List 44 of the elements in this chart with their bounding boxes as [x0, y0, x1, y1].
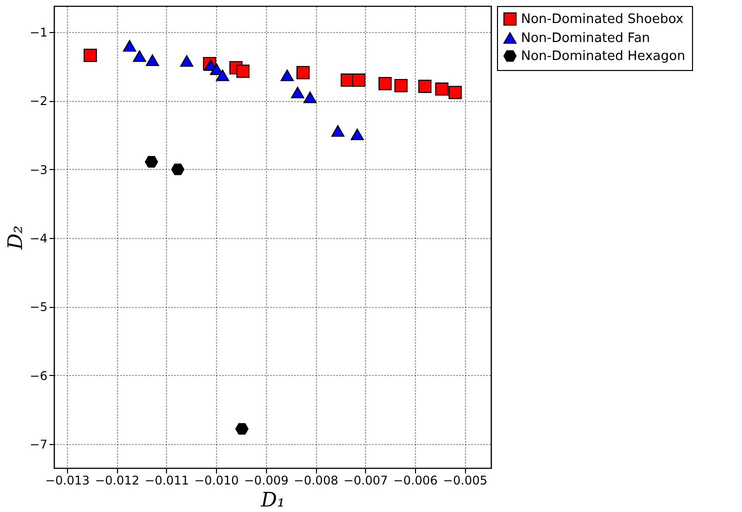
point [394, 79, 408, 92]
x-tick-label: −0.011 [144, 474, 190, 488]
point [296, 66, 310, 80]
y-tick-label: −6 [30, 368, 48, 383]
legend-label: Non-Dominated Fan [521, 31, 650, 46]
point [280, 70, 294, 82]
y-tick-label: −3 [30, 162, 48, 177]
legend-label: Non-Dominated Hexagon [521, 49, 686, 64]
y-axis-title: D₂ [2, 225, 27, 251]
point [171, 164, 184, 176]
point [235, 423, 249, 435]
y-tick-label: −5 [30, 300, 48, 314]
point [350, 128, 364, 140]
point [144, 156, 158, 168]
x-tick-label: −0.013 [45, 474, 90, 488]
y-tick-label: −7 [30, 437, 48, 452]
point [435, 82, 448, 96]
x-tick-label: −0.007 [344, 474, 388, 488]
x-tick-label: −0.009 [244, 474, 288, 488]
x-tick-label: −0.008 [294, 474, 338, 488]
y-tick-label: −4 [30, 232, 48, 246]
x-tick-label: −0.010 [194, 474, 239, 488]
point [448, 86, 462, 100]
point [418, 80, 432, 93]
point [352, 74, 366, 87]
y-tick-label: −1 [30, 26, 48, 40]
point [84, 48, 97, 62]
point [146, 54, 160, 66]
y-tick-label: −2 [30, 94, 48, 108]
point [378, 76, 392, 90]
point [180, 55, 194, 67]
point [331, 125, 344, 137]
point [303, 92, 317, 104]
legend-label: Non-Dominated Shoebox [521, 12, 684, 27]
x-tick-label: −0.006 [393, 474, 438, 488]
point [122, 40, 136, 52]
point [210, 63, 224, 75]
x-tick-label: −0.005 [442, 474, 488, 488]
x-tick-label: −0.012 [94, 474, 140, 488]
point [290, 86, 304, 98]
point [236, 64, 250, 78]
x-axis-title: D₁ [260, 488, 286, 512]
point [132, 50, 146, 62]
point [216, 70, 230, 82]
